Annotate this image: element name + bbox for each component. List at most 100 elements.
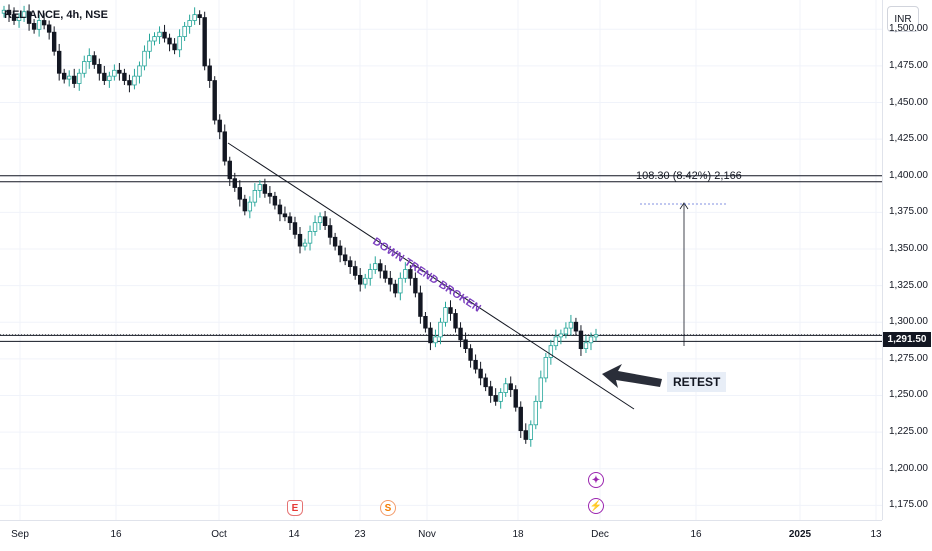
time-tick-label: 2025: [788, 529, 812, 540]
candle-body: [282, 213, 288, 218]
downtrend-line[interactable]: [227, 142, 635, 410]
candle-body: [488, 386, 493, 396]
candle-body: [227, 160, 232, 180]
price-axis[interactable]: INR 1,500.00 1,475.00 1,450.00 1,425.00 1,40…: [882, 0, 932, 520]
candle-body: [393, 283, 398, 294]
candle-body: [548, 345, 554, 358]
candle-body: [588, 336, 594, 344]
candle-body: [187, 20, 192, 27]
time-tick-label: 23: [354, 529, 366, 540]
candle-body: [453, 313, 458, 329]
current-price-badge: 1,291.50: [883, 332, 931, 347]
candle-body: [167, 37, 172, 45]
candle-body: [41, 20, 47, 26]
candle-body: [413, 277, 418, 294]
candle-body: [222, 131, 227, 162]
price-tick-label: 1,250.00: [889, 389, 928, 401]
price-tick-label: 1,200.00: [889, 462, 928, 474]
candle-body: [342, 254, 348, 262]
price-tick-label: 1,325.00: [889, 279, 928, 291]
candle-body: [327, 225, 333, 238]
candle-body: [77, 72, 82, 84]
chart-area[interactable]: DOWN TREND BROKEN RELIANCE, 4h, NSE 108.…: [0, 0, 882, 520]
candle-body: [337, 245, 343, 256]
candle-body: [152, 36, 157, 42]
candle-body: [202, 17, 207, 67]
candle-body: [252, 190, 258, 203]
candle-body: [317, 216, 323, 224]
candle-body: [212, 80, 217, 121]
candle-body: [237, 187, 242, 200]
candle-body: [287, 216, 293, 224]
measure-arrow[interactable]: [640, 202, 728, 346]
candle-body: [232, 178, 237, 188]
candle-body: [112, 69, 117, 77]
candle-body: [583, 342, 589, 350]
candle-body: [292, 222, 298, 235]
candle-body: [593, 334, 599, 338]
symbol-title[interactable]: RELIANCE, 4h, NSE: [4, 9, 108, 21]
candle-body: [277, 204, 283, 215]
candle-body: [11, 14, 17, 21]
candle-body: [67, 75, 72, 80]
time-tick-label: Dec: [591, 529, 609, 540]
measure-label: 108.30 (8.42%) 2,166: [636, 170, 742, 182]
candle-body: [533, 400, 538, 426]
candle-body: [523, 430, 528, 440]
candle-body: [172, 43, 177, 51]
price-tick-label: 1,500.00: [889, 23, 928, 35]
candle-body: [483, 377, 488, 388]
time-axis[interactable]: Sep 16 Oct 14 23 Nov 18 Dec 16 2025 13: [0, 520, 882, 551]
price-tick-label: 1,400.00: [889, 169, 928, 181]
candle-body: [62, 72, 67, 80]
dividend-event-icon[interactable]: ✦: [588, 472, 604, 488]
candle-body: [473, 359, 478, 370]
time-tick-label: 18: [512, 529, 524, 540]
candle-body: [1, 9, 7, 14]
candle-body: [423, 315, 428, 329]
candle-body: [307, 231, 313, 244]
price-tick-label: 1,475.00: [889, 59, 928, 71]
candle-body: [543, 357, 549, 379]
candle-body: [478, 368, 483, 379]
candle-body: [117, 69, 122, 74]
candle-body: [503, 383, 508, 393]
price-tick-label: 1,425.00: [889, 133, 928, 145]
price-tick-label: 1,450.00: [889, 96, 928, 108]
price-tick-label: 1,300.00: [889, 316, 928, 328]
candle-body: [192, 14, 197, 21]
candle-body: [518, 406, 523, 432]
earnings-event-icon[interactable]: E: [287, 500, 303, 516]
candle-body: [16, 17, 22, 21]
price-chart[interactable]: DOWN TREND BROKEN: [0, 0, 882, 520]
split-event-icon[interactable]: S: [380, 500, 396, 516]
time-tick-label: 16: [110, 529, 122, 540]
dividend-event-icon[interactable]: ⚡: [588, 498, 604, 514]
candle-body: [578, 330, 584, 350]
candle-body: [398, 277, 403, 294]
candle-body: [297, 233, 303, 247]
retest-label: RETEST: [667, 372, 727, 392]
time-tick-label: Nov: [418, 529, 436, 540]
price-tick-label: 1,175.00: [889, 499, 928, 511]
candle-body: [36, 20, 42, 30]
currency-button[interactable]: INR: [887, 6, 919, 32]
time-tick-label: Sep: [11, 529, 29, 540]
candle-body: [368, 269, 373, 279]
candle-body: [347, 260, 353, 267]
candle-body: [31, 23, 37, 30]
candle-body: [302, 242, 308, 247]
candle-body: [508, 383, 513, 391]
candle-body: [72, 75, 77, 84]
candle-body: [272, 195, 278, 206]
candle-body: [107, 75, 112, 81]
candle-body: [443, 307, 448, 323]
candle-body: [92, 55, 97, 65]
candle-body: [352, 266, 358, 276]
candle-body: [458, 327, 463, 341]
candle-body: [438, 321, 443, 338]
candle-body: [463, 339, 468, 350]
candle-body: [433, 336, 438, 344]
candle-body: [137, 65, 142, 77]
candle-body: [132, 75, 137, 86]
